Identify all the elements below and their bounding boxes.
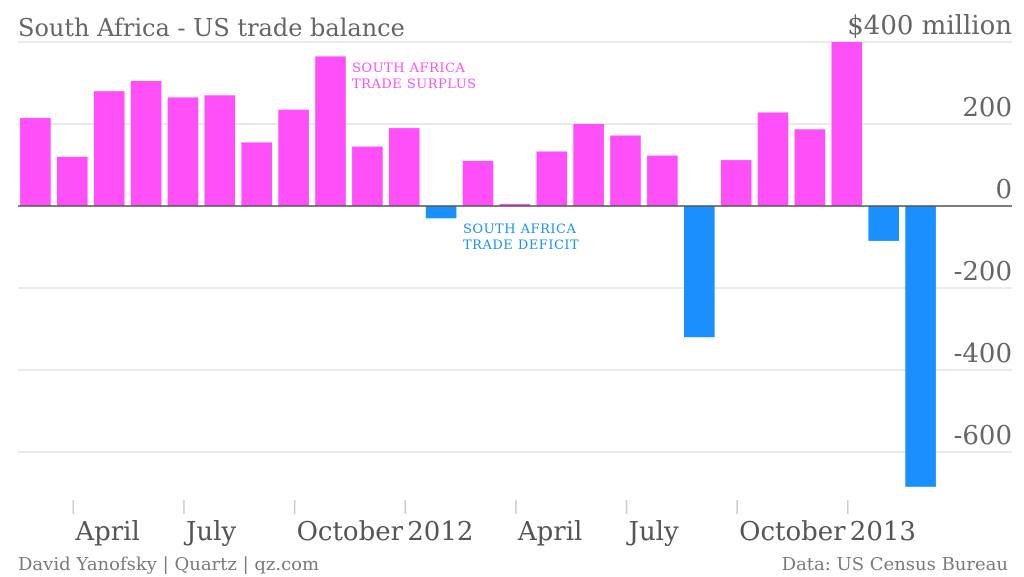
footer-credit: David Yanofsky | Quartz | qz.com (18, 554, 319, 575)
x-tick-label: April (517, 517, 582, 547)
bar (499, 203, 531, 206)
bar (425, 206, 457, 219)
deficit-annotation-line-1: SOUTH AFRICA (463, 222, 576, 237)
bar (241, 142, 272, 206)
deficit-annotation-line-2: TRADE DEFICIT (463, 238, 579, 253)
bar (720, 160, 752, 206)
footer-source: Data: US Census Bureau (782, 554, 1008, 575)
bar (278, 109, 309, 206)
bar (794, 129, 826, 206)
bar (167, 97, 199, 206)
bar (757, 112, 789, 206)
labels-group: $400 million 200 0 -200 -400 -600 April July Oct… (74, 11, 1012, 547)
x-tick-label: 2013 (850, 517, 916, 547)
x-tick-label: October (297, 517, 404, 547)
bar (868, 206, 899, 241)
bar (462, 160, 494, 206)
y-tick-label: -400 (954, 339, 1012, 369)
x-tick-label: July (626, 517, 679, 547)
x-tick-label: April (74, 517, 139, 547)
bars-group (20, 42, 936, 487)
bar (536, 151, 568, 206)
bar (352, 146, 383, 206)
bar (684, 206, 715, 338)
y-tick-label: -600 (954, 421, 1012, 451)
bar (647, 155, 678, 206)
bar (93, 91, 125, 206)
y-tick-label: 0 (995, 175, 1012, 205)
bar (204, 95, 236, 206)
bar (388, 128, 420, 206)
bar (573, 124, 604, 206)
surplus-annotation-line-2: TRADE SURPLUS (352, 77, 477, 92)
surplus-annotation-line-1: SOUTH AFRICA (352, 61, 465, 76)
y-tick-label: -200 (954, 257, 1012, 287)
y-tick-label: 200 (962, 93, 1012, 123)
y-tick-label: $400 million (847, 11, 1012, 41)
bar (610, 135, 641, 206)
chart-title: South Africa - US trade balance (18, 14, 405, 42)
x-tick-label: 2012 (407, 517, 473, 547)
axes-group (18, 205, 1012, 514)
bar (20, 117, 51, 206)
x-tick-label: October (739, 517, 846, 547)
bar (315, 56, 346, 207)
bar (57, 156, 88, 206)
bar (130, 81, 162, 206)
bar (905, 206, 936, 487)
bar (831, 42, 863, 206)
x-tick-label: July (183, 517, 236, 547)
